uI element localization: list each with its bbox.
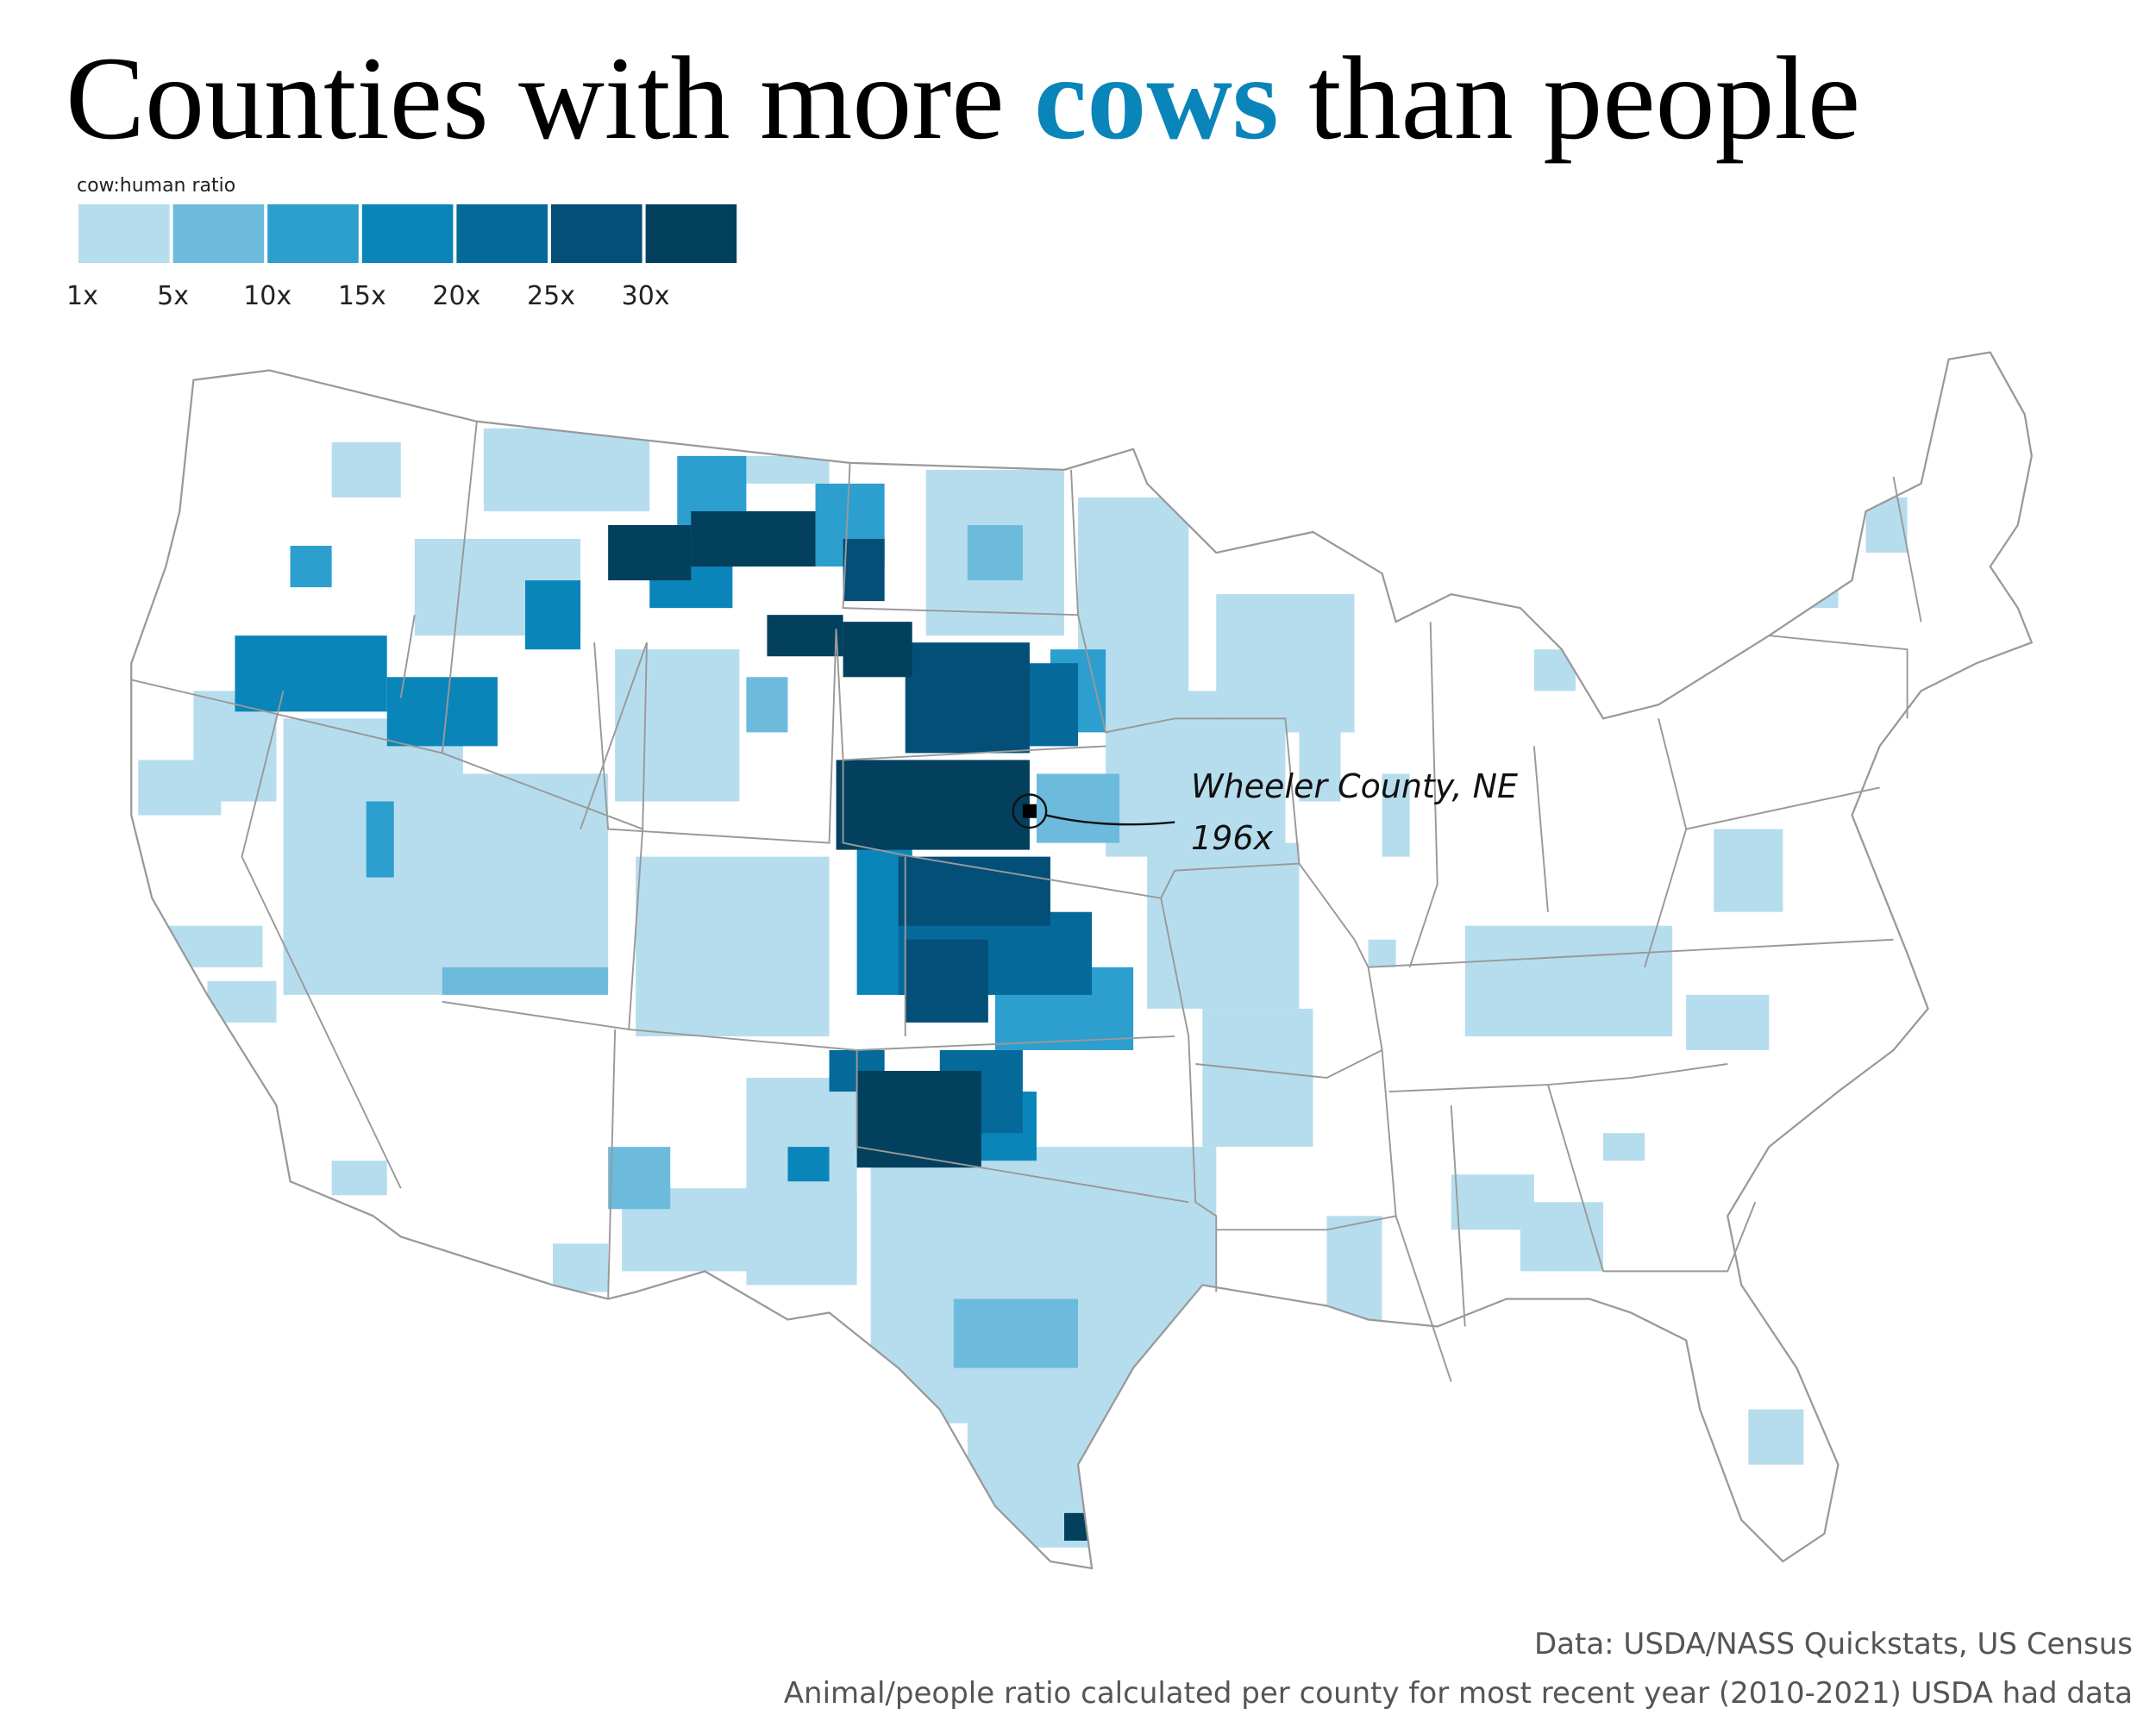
title-after: than people (1279, 32, 1860, 164)
county-fill (905, 642, 1030, 754)
county-fill (553, 1243, 609, 1292)
county-fill (1368, 939, 1396, 967)
county-fill (663, 898, 802, 1036)
county-fill (442, 967, 609, 995)
legend-swatch (456, 204, 548, 263)
legend: 1x 5x 10x 15x 20x 25x 30x (66, 204, 737, 311)
legend-tick: 1x (66, 281, 98, 311)
county-fill (1603, 1133, 1645, 1161)
county-fill (767, 615, 843, 657)
county-fill (483, 428, 650, 511)
county-fill (780, 1326, 837, 1361)
source-line-2: Animal/people ratio calculated per count… (784, 1676, 2133, 1711)
county-fill (1533, 649, 1576, 691)
county-fill (331, 441, 401, 497)
county-fill (746, 677, 788, 733)
legend-label: cow:human ratio (77, 175, 235, 197)
legend-tick: 15x (338, 281, 386, 311)
county-fill (746, 455, 830, 484)
county-fill (898, 856, 1050, 926)
annotation-ratio: 196x (1191, 819, 1274, 857)
state-borders (131, 421, 1922, 1382)
county-fill (1714, 829, 1783, 912)
title: Counties with more cows than people (66, 32, 1860, 164)
legend-tick: 5x (157, 281, 189, 311)
county-fill (1686, 994, 1770, 1050)
county-fill (608, 524, 692, 581)
county-fill (836, 760, 1030, 850)
legend-tick: 10x (243, 281, 291, 311)
county-fill (1451, 1174, 1534, 1230)
wheeler-county (1022, 804, 1037, 818)
legend-tick: 25x (527, 281, 575, 311)
source-line-1: Data: USDA/NASS Quickstats, US Census (1534, 1627, 2133, 1661)
county-fill (1464, 925, 1673, 1036)
county-fill (138, 760, 222, 816)
county-fill (1865, 497, 1908, 554)
legend-swatch (78, 204, 170, 263)
legend-swatch (172, 204, 265, 263)
legend-swatch (551, 204, 642, 263)
county-fill (235, 635, 387, 712)
map (130, 351, 2034, 1570)
county-fill (331, 1161, 387, 1196)
county-fill (1382, 773, 1410, 857)
county-fill (1748, 1409, 1804, 1465)
county-fill (1036, 773, 1120, 843)
county-fill (905, 939, 988, 1023)
title-before: Counties with more (66, 32, 1034, 164)
legend-tick: 20x (432, 281, 480, 311)
county-fill (608, 1147, 671, 1210)
county-fill (366, 801, 394, 878)
county-fill (1119, 1243, 1189, 1355)
county-fill (967, 524, 1023, 581)
county-fill (1810, 580, 1839, 609)
annotation-name: Wheeler County, NE (1191, 767, 1518, 805)
legend-tick: 30x (622, 281, 670, 311)
county-fill (1299, 691, 1341, 802)
legend-swatch (645, 204, 737, 263)
county-fill (787, 1147, 830, 1182)
county-fill (207, 980, 277, 1023)
county-fill (524, 580, 581, 650)
county-fill (290, 546, 332, 588)
county-fill (1326, 1216, 1382, 1355)
us-outline (130, 351, 2034, 1570)
annotation-ring (1012, 793, 1048, 829)
title-highlight: cows (1034, 32, 1279, 164)
county-fill (843, 622, 912, 678)
county-fill (953, 1298, 1079, 1368)
county-fill (455, 773, 609, 981)
annotation-leader (1045, 814, 1175, 826)
county-fill (856, 1071, 981, 1168)
legend-swatch (267, 204, 359, 263)
county-fills (138, 428, 1908, 1548)
county-fill (691, 510, 816, 567)
county-fill (843, 539, 885, 602)
county-fill (615, 649, 740, 802)
county-fill (1202, 1008, 1313, 1148)
legend-swatch (361, 204, 454, 263)
county-fill (386, 677, 498, 747)
county-fill (1147, 842, 1300, 1009)
